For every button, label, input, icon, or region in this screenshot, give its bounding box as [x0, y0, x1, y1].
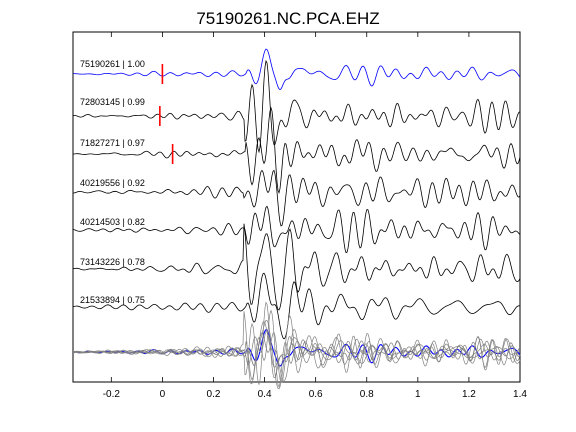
- x-tick-label: 0.4: [258, 389, 272, 400]
- x-tick-label: 1: [415, 389, 421, 400]
- stack-trace-line: [72, 301, 521, 386]
- x-tick-label: 0.6: [309, 389, 323, 400]
- trace-5: 40214503 | 0.82: [72, 205, 521, 254]
- trace-line: [72, 223, 521, 311]
- chart-title: 75190261.NC.PCA.EHZ: [196, 9, 379, 28]
- trace-label: 72803145 | 0.99: [80, 97, 145, 107]
- trace-6: 73143226 | 0.78: [72, 223, 521, 311]
- trace-line: [72, 272, 521, 340]
- stack-layer: [72, 301, 521, 390]
- trace-label: 40214503 | 0.82: [80, 217, 145, 227]
- x-tick-label: 0: [160, 389, 166, 400]
- trace-label: 21533894 | 0.75: [80, 295, 145, 305]
- trace-label: 73143226 | 0.78: [80, 257, 145, 267]
- x-tick-label: 1.2: [462, 389, 476, 400]
- trace-label: 75190261 | 1.00: [80, 59, 145, 69]
- trace-line: [72, 48, 521, 91]
- stack-trace-line: [72, 321, 521, 382]
- x-tick-label: 0.8: [360, 389, 374, 400]
- stack-trace-line: [72, 311, 521, 390]
- trace-label: 40219556 | 0.92: [80, 178, 145, 188]
- trace-label: 71827271 | 0.97: [80, 138, 145, 148]
- trace-7: 21533894 | 0.75: [72, 272, 521, 340]
- trace-line: [72, 169, 521, 227]
- x-tick-label: 0.2: [207, 389, 221, 400]
- trace-line: [72, 106, 521, 195]
- trace-3: 71827271 | 0.97: [72, 106, 521, 195]
- trace-2: 72803145 | 0.99: [72, 59, 521, 154]
- trace-line: [72, 205, 521, 254]
- stack-trace-line: [72, 309, 521, 388]
- stack-trace-line: [72, 330, 521, 373]
- trace-line: [72, 59, 521, 154]
- x-axis: -0.2 0 0.2 0.4 0.6 0.8 1 1.2 1.4: [103, 32, 527, 400]
- x-tick-label: 1.4: [513, 389, 527, 400]
- x-tick-label: -0.2: [103, 389, 121, 400]
- trace-1: 75190261 | 1.00: [72, 48, 521, 91]
- trace-4: 40219556 | 0.92: [72, 169, 521, 227]
- plot-frame: [72, 31, 521, 383]
- traces-layer: 75190261 | 1.00 72803145 | 0.99 71827271 |…: [72, 48, 521, 340]
